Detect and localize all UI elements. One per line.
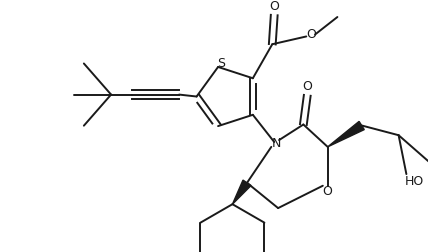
Text: N: N (272, 137, 281, 150)
Text: O: O (269, 0, 279, 13)
Text: O: O (323, 185, 332, 198)
Text: HO: HO (404, 175, 424, 188)
Text: O: O (302, 80, 312, 93)
Text: O: O (306, 28, 316, 41)
Polygon shape (328, 121, 364, 147)
Text: S: S (217, 56, 225, 70)
Polygon shape (233, 180, 251, 204)
